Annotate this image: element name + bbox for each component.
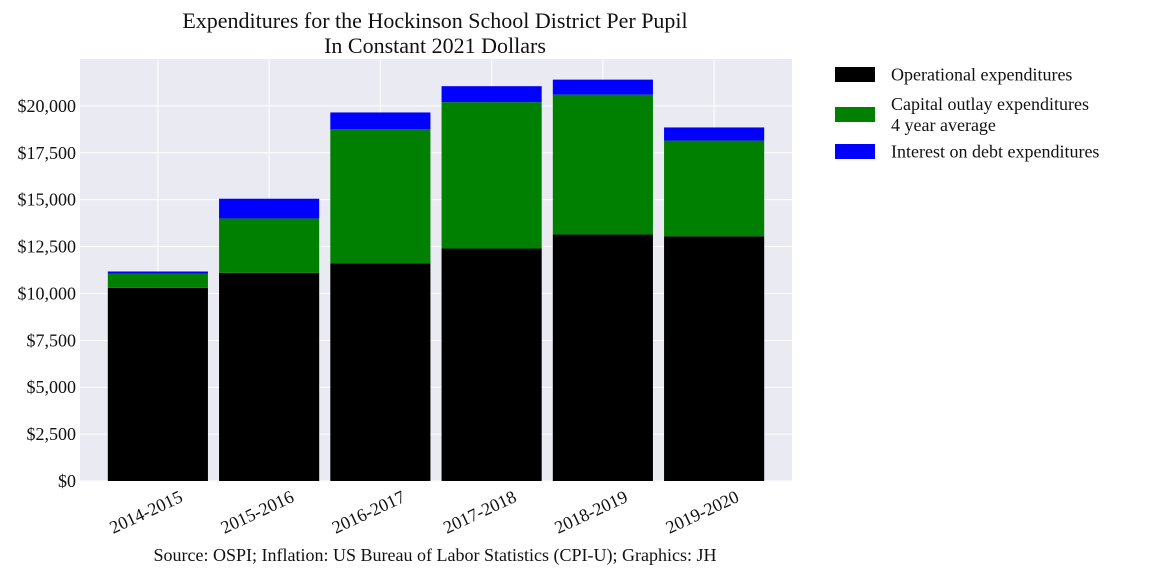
y-tick-label: $5,000	[27, 377, 77, 397]
x-tick-label: 2016-2017	[329, 486, 408, 537]
x-axis: 2014-2015 2015-2016 2016-2017 2017-2018 2018…	[106, 486, 741, 537]
bar-segment-operational	[219, 272, 320, 481]
y-axis: $0 $2,500 $5,000 $7,500 $10,000 $12,500 $15,00…	[18, 96, 77, 491]
bar-segment-capital-outlay	[664, 140, 765, 237]
legend-label: Interest on debt expenditures	[891, 142, 1099, 162]
legend-label: Operational expenditures	[891, 65, 1072, 85]
bar-segment-capital-outlay	[219, 218, 320, 273]
source-caption: Source: OSPI; Inflation: US Bureau of La…	[154, 545, 717, 566]
legend: Operational expenditures Capital outlay e…	[835, 65, 1099, 162]
y-tick-label: $15,000	[18, 190, 77, 210]
x-tick-label: 2015-2016	[218, 486, 297, 537]
legend-label: 4 year average	[891, 115, 996, 135]
bar-segment-operational	[441, 248, 542, 481]
y-tick-label: $10,000	[18, 283, 77, 303]
y-tick-label: $7,500	[27, 330, 77, 350]
y-tick-label: $2,500	[27, 424, 77, 444]
bar-segment-operational	[664, 236, 765, 481]
bar-segment-operational	[330, 263, 431, 481]
bar-segment-operational	[552, 234, 653, 481]
legend-swatch	[835, 107, 875, 122]
x-tick-label: 2017-2018	[440, 486, 519, 537]
y-tick-label: $12,500	[18, 237, 77, 257]
y-tick-label: $20,000	[18, 96, 77, 116]
x-tick-label: 2014-2015	[106, 486, 185, 537]
bar-segment-interest-on-debt	[219, 198, 320, 219]
bar-segment-capital-outlay	[552, 94, 653, 235]
bars	[107, 79, 765, 481]
legend-label: Capital outlay expenditures	[891, 94, 1089, 114]
bar-segment-operational	[107, 287, 208, 481]
bar-segment-interest-on-debt	[441, 86, 542, 103]
legend-swatch	[835, 144, 875, 159]
bar-segment-interest-on-debt	[107, 271, 208, 274]
y-tick-label: $0	[58, 471, 76, 491]
bar-segment-capital-outlay	[441, 102, 542, 249]
x-tick-label: 2019-2020	[663, 486, 742, 537]
y-tick-label: $17,500	[18, 143, 77, 163]
x-tick-label: 2018-2019	[551, 486, 630, 537]
bar-segment-interest-on-debt	[330, 112, 431, 130]
bar-segment-capital-outlay	[330, 129, 431, 264]
bar-segment-capital-outlay	[107, 273, 208, 288]
bar-segment-interest-on-debt	[552, 79, 653, 95]
legend-swatch	[835, 67, 875, 82]
chart-title-line-2: In Constant 2021 Dollars	[324, 33, 546, 58]
chart-title-line-1: Expenditures for the Hockinson School Di…	[182, 8, 687, 33]
bar-segment-interest-on-debt	[664, 127, 765, 141]
